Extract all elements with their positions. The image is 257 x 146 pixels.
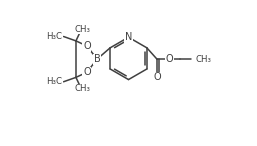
Text: O: O	[166, 54, 173, 64]
Text: CH₃: CH₃	[75, 84, 90, 93]
Text: O: O	[153, 72, 161, 82]
Text: B: B	[94, 54, 100, 64]
Text: H₃C: H₃C	[46, 77, 62, 86]
Text: N: N	[125, 32, 132, 42]
Text: CH₃: CH₃	[196, 55, 212, 64]
Text: CH₃: CH₃	[75, 25, 90, 34]
Text: H₃C: H₃C	[46, 32, 62, 41]
Text: O: O	[83, 67, 91, 77]
Text: O: O	[83, 41, 91, 51]
